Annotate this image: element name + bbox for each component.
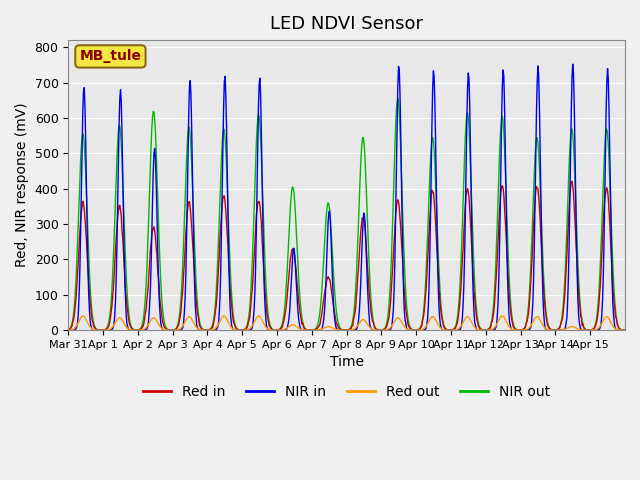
NIR in xyxy=(282,327,289,333)
NIR out xyxy=(232,324,240,330)
Red out xyxy=(435,324,443,329)
Red in xyxy=(404,321,412,327)
Text: MB_tule: MB_tule xyxy=(79,49,141,63)
Red in xyxy=(621,327,629,333)
Red in xyxy=(65,327,72,333)
NIR in xyxy=(260,285,268,290)
Y-axis label: Red, NIR response (mV): Red, NIR response (mV) xyxy=(15,103,29,267)
X-axis label: Time: Time xyxy=(330,355,364,369)
Title: LED NDVI Sensor: LED NDVI Sensor xyxy=(270,15,423,33)
NIR in xyxy=(405,327,413,333)
NIR in xyxy=(621,327,629,333)
Red out xyxy=(260,320,268,326)
Line: NIR in: NIR in xyxy=(68,64,625,330)
Red out xyxy=(281,326,289,332)
Legend: Red in, NIR in, Red out, NIR out: Red in, NIR in, Red out, NIR out xyxy=(138,379,556,404)
NIR in xyxy=(436,318,444,324)
NIR out xyxy=(130,326,138,332)
NIR in xyxy=(65,327,72,333)
NIR in xyxy=(99,327,106,333)
Line: Red in: Red in xyxy=(68,181,625,330)
NIR out xyxy=(394,96,402,101)
Red out xyxy=(499,313,506,319)
Red out xyxy=(404,326,412,332)
NIR out xyxy=(260,219,268,225)
NIR out xyxy=(65,327,72,333)
NIR out xyxy=(281,306,289,312)
NIR in xyxy=(233,327,241,333)
NIR out xyxy=(405,320,413,325)
Red in xyxy=(130,327,138,333)
NIR in xyxy=(569,61,577,67)
NIR out xyxy=(436,286,444,292)
Red out xyxy=(621,327,629,333)
Red in xyxy=(568,178,576,184)
Red out xyxy=(130,327,138,333)
Line: NIR out: NIR out xyxy=(68,98,625,330)
Red in xyxy=(281,314,289,320)
Red in xyxy=(232,325,240,331)
Red in xyxy=(435,287,443,293)
NIR in xyxy=(131,327,138,333)
NIR out xyxy=(621,327,629,333)
Line: Red out: Red out xyxy=(68,316,625,330)
Red out xyxy=(232,327,240,333)
Red in xyxy=(260,262,268,267)
Red out xyxy=(65,327,72,333)
